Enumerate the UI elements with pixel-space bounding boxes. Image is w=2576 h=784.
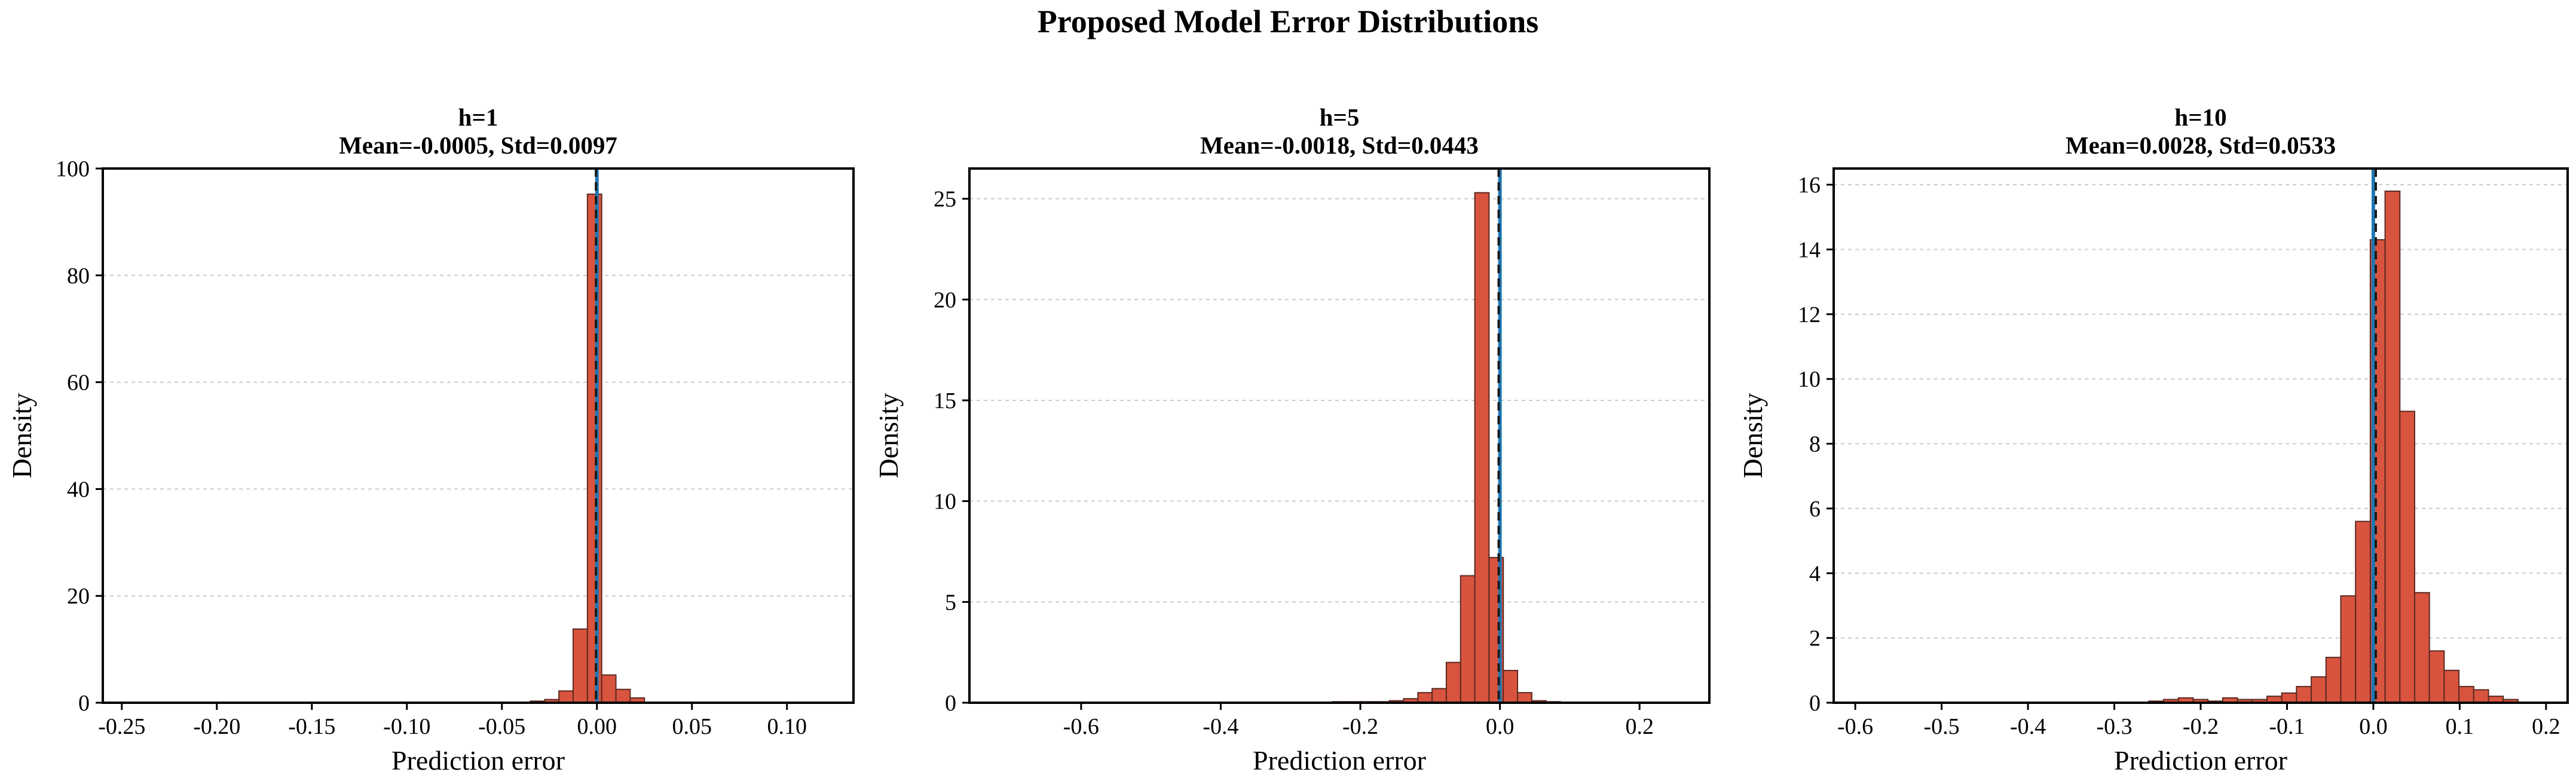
y-tick-label: 2 [1809, 626, 1821, 651]
histogram-bar [2458, 685, 2474, 703]
y-tick-label: 20 [67, 584, 90, 609]
x-tick-label: -0.20 [193, 714, 240, 739]
histogram-bar [1417, 692, 1433, 704]
histogram-bar [2473, 689, 2489, 703]
x-axis-label: Prediction error [391, 745, 565, 776]
histogram-bar [2281, 692, 2297, 704]
y-tick-label: 80 [67, 264, 90, 289]
y-axis-label: Density [1737, 393, 1768, 478]
histogram-bar [2443, 669, 2460, 704]
panel-title-horizon: h=10 [2174, 103, 2226, 131]
y-tick-label: 20 [934, 287, 956, 313]
y-axis-label: Density [873, 393, 904, 478]
x-axis-label: Prediction error [2114, 745, 2287, 776]
y-tick-label: 10 [934, 489, 956, 514]
histogram-bar [2340, 595, 2357, 704]
histogram-bar [2296, 685, 2312, 703]
y-tick-label: 100 [56, 157, 90, 182]
y-tick-label: 40 [67, 477, 90, 502]
panel-title-horizon: h=1 [458, 103, 498, 131]
y-tick-label: 12 [1798, 302, 1821, 327]
x-tick-label: -0.25 [98, 714, 145, 739]
histogram-bar [615, 688, 631, 704]
histogram-bar [1460, 575, 1476, 704]
x-tick-label: 0.0 [1486, 714, 1515, 739]
histogram-bar [2325, 657, 2342, 704]
x-tick-label: -0.2 [1342, 714, 1378, 739]
x-tick-label: -0.10 [383, 714, 430, 739]
histogram-bar [601, 674, 617, 703]
plot-frame [968, 167, 1711, 704]
y-tick-label: 8 [1809, 432, 1821, 457]
x-tick-label: -0.1 [2269, 714, 2305, 739]
histogram-bar [2355, 520, 2371, 704]
histogram-bar [1431, 688, 1447, 703]
x-tick-label: 0.0 [2359, 714, 2388, 739]
histogram-bar [2384, 190, 2401, 704]
x-tick-label: -0.3 [2096, 714, 2132, 739]
y-tick-label: 16 [1798, 173, 1821, 198]
histogram-bar [2399, 411, 2415, 703]
histogram-bar [1517, 692, 1532, 704]
x-tick-label: 0.1 [2446, 714, 2474, 739]
y-tick-label: 5 [945, 590, 956, 615]
panel-title-stats: Mean=0.0028, Std=0.0533 [2066, 131, 2336, 159]
x-tick-label: -0.15 [288, 714, 335, 739]
x-tick-label: -0.6 [1837, 714, 1873, 739]
plot-frame [1832, 167, 2569, 704]
histogram-bar [572, 628, 588, 704]
y-tick-label: 14 [1798, 237, 1821, 262]
histogram-bar [1474, 192, 1490, 703]
panel-title-stats: Mean=-0.0018, Std=0.0443 [1200, 131, 1479, 159]
histogram-bar [1445, 662, 1461, 704]
x-tick-label: 0.10 [767, 714, 807, 739]
x-tick-label: 0.05 [672, 714, 712, 739]
x-tick-label: 0.00 [577, 714, 617, 739]
panel-title-horizon: h=5 [1320, 103, 1360, 131]
histogram-bar [2428, 650, 2445, 703]
panel-title-stats: Mean=-0.0005, Std=0.0097 [339, 131, 617, 159]
x-tick-label: -0.5 [1924, 714, 1960, 739]
histogram-bar [1503, 670, 1519, 703]
plot-frame [102, 167, 855, 704]
y-tick-label: 60 [67, 370, 90, 396]
x-tick-label: -0.2 [2183, 714, 2219, 739]
histogram-bar [2311, 676, 2327, 703]
y-tick-label: 6 [1809, 497, 1821, 522]
histogram-bar [2413, 592, 2430, 703]
y-tick-label: 4 [1809, 561, 1821, 586]
figure-title: Proposed Model Error Distributions [1038, 4, 1539, 39]
y-tick-label: 0 [78, 691, 90, 716]
x-tick-label: 0.2 [1625, 714, 1654, 739]
histogram-bar [558, 690, 574, 704]
y-tick-label: 0 [1809, 691, 1821, 716]
x-tick-label: -0.4 [2010, 714, 2046, 739]
histogram-bar [586, 193, 602, 703]
x-tick-label: -0.05 [478, 714, 525, 739]
y-tick-label: 0 [945, 691, 956, 716]
x-tick-label: -0.4 [1203, 714, 1238, 739]
y-tick-label: 25 [934, 187, 956, 212]
y-tick-label: 10 [1798, 367, 1821, 392]
y-axis-label: Density [7, 393, 37, 478]
x-axis-label: Prediction error [1253, 745, 1426, 776]
x-tick-label: -0.6 [1063, 714, 1099, 739]
y-tick-label: 15 [934, 388, 956, 414]
x-tick-label: 0.2 [2532, 714, 2560, 739]
